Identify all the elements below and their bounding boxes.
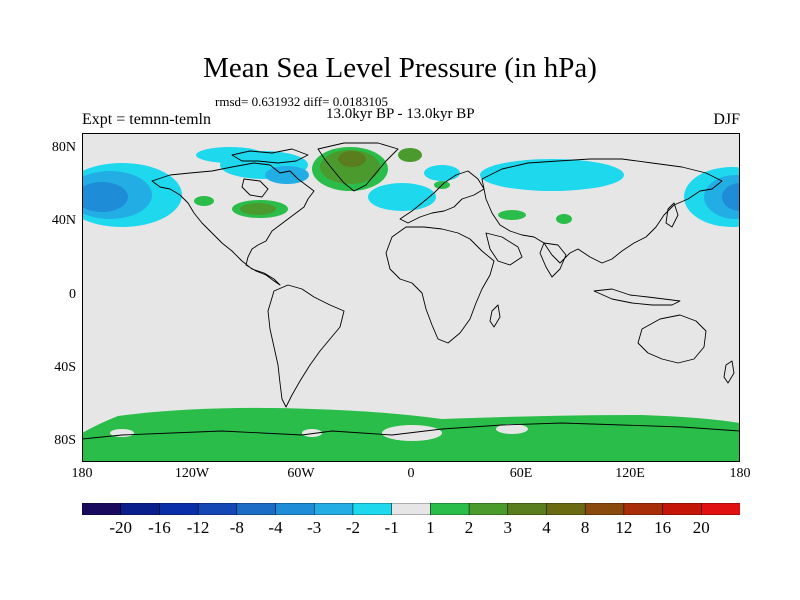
coast-antarctica xyxy=(82,422,740,440)
coast-arabia xyxy=(485,232,523,266)
colorbar-swatch xyxy=(313,503,354,515)
colorbar-label: 2 xyxy=(464,518,474,537)
coast-india xyxy=(539,242,567,278)
lat-label-40s: 40S xyxy=(54,360,76,375)
colorbar-swatch xyxy=(352,503,393,515)
coast-arctic-islands xyxy=(231,148,309,164)
map-title: Mean Sea Level Pressure (in hPa) xyxy=(203,52,597,84)
colorbar-label: -4 xyxy=(268,518,283,537)
colorbar-label: -2 xyxy=(345,518,361,537)
anomaly-na-green-core xyxy=(240,203,276,215)
colorbar-swatch xyxy=(662,503,702,515)
lon-label-180w: 180 xyxy=(71,466,93,481)
coast-asia xyxy=(481,158,723,264)
lat-label-40n: 40N xyxy=(51,213,76,228)
colorbar xyxy=(82,503,740,515)
lon-label-60e: 60E xyxy=(509,466,533,481)
colorbar-swatch xyxy=(584,503,625,515)
lat-label-80s: 80S xyxy=(54,433,76,448)
colorbar-label: 12 xyxy=(615,518,633,537)
colorbar-swatch xyxy=(391,503,431,515)
anomaly-central-asia xyxy=(498,210,526,220)
lon-label-60w: 60W xyxy=(287,466,315,481)
colorbar-swatch xyxy=(120,503,160,515)
colorbar-swatch xyxy=(623,503,664,515)
colorbar-swatch xyxy=(197,503,238,515)
lon-label-120w: 120W xyxy=(174,466,210,481)
colorbar-label: -16 xyxy=(148,518,171,537)
colorbar-label: -20 xyxy=(109,518,133,537)
coast-new-zealand xyxy=(723,360,735,384)
coast-japan xyxy=(665,202,679,228)
colorbar-label: 3 xyxy=(503,518,513,537)
coast-north-america xyxy=(151,162,315,286)
map-frame xyxy=(82,133,740,462)
experiment-label: Expt = temnn-temln xyxy=(82,111,211,128)
stats-subtitle: rmsd= 0.631932 diff= 0.0183105 xyxy=(215,94,388,109)
anomaly-tibet xyxy=(556,214,572,224)
anomaly-siberia xyxy=(480,159,624,191)
colorbar-swatch xyxy=(430,503,470,515)
anomaly-pacific-west-core xyxy=(82,182,128,212)
anomaly-arctic-canada-core xyxy=(265,166,309,184)
colorbar-label: 8 xyxy=(580,518,590,537)
colorbar-label: -3 xyxy=(307,518,322,537)
coast-indonesia xyxy=(593,288,681,306)
colorbar-label: -12 xyxy=(186,518,210,537)
anomaly-arctic-strip xyxy=(196,147,264,163)
anomaly-barents-green xyxy=(398,148,422,162)
colorbar-label: 4 xyxy=(542,518,551,537)
coast-greenland xyxy=(317,142,399,192)
antarctic-gap-3 xyxy=(302,429,322,437)
pressure-map xyxy=(82,133,740,462)
lon-label-180e: 180 xyxy=(729,466,751,481)
antarctic-gap-2 xyxy=(496,424,528,434)
period-subtitle: 13.0kyr BP - 13.0kyr BP xyxy=(326,106,475,122)
anomaly-north-atlantic xyxy=(368,183,436,211)
colorbar-swatch xyxy=(546,503,586,515)
colorbar-label: -8 xyxy=(229,518,244,537)
coast-australia xyxy=(637,314,707,364)
lat-label-80n: 80N xyxy=(51,140,76,155)
colorbar-swatch xyxy=(275,503,315,515)
season-label: DJF xyxy=(713,111,740,128)
coastlines xyxy=(82,142,740,440)
colorbar-swatch xyxy=(701,503,740,515)
colorbar-label: 16 xyxy=(654,518,672,537)
coast-south-america xyxy=(267,284,345,408)
colorbar-label: -1 xyxy=(384,518,399,537)
colorbar-label: 1 xyxy=(426,518,435,537)
colorbar-swatch xyxy=(468,503,509,515)
coast-africa xyxy=(385,226,495,344)
anomaly-greenland-core xyxy=(338,151,366,167)
coast-madagascar xyxy=(489,304,501,328)
lon-label-120e: 120E xyxy=(615,466,645,481)
coast-hudson-bay xyxy=(241,178,269,198)
colorbar-swatch xyxy=(159,503,199,515)
colorbar-swatch xyxy=(82,503,122,515)
anomaly-pacific-east-core xyxy=(722,183,740,211)
anomaly-na-west-green xyxy=(194,196,214,206)
lat-label-0: 0 xyxy=(69,287,76,302)
colorbar-swatch xyxy=(507,503,548,515)
colorbar-swatch xyxy=(236,503,277,515)
anomaly-scandinavia xyxy=(424,165,460,181)
lon-label-0: 0 xyxy=(407,466,415,481)
colorbar-label: 20 xyxy=(692,518,710,537)
